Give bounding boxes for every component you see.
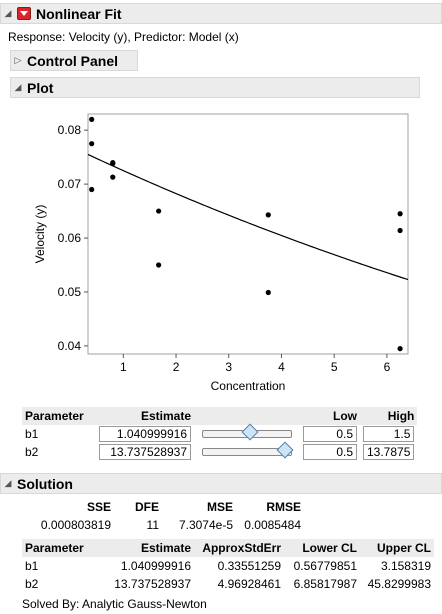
dfe-value: 11 (146, 518, 159, 532)
nonlinear-fit-plot: 0.04 0.05 0.06 0.07 0.08 1 2 3 4 5 6 Concentration V… (33, 113, 409, 393)
data-point (89, 116, 95, 122)
disclosure-closed-icon[interactable]: ▷ (14, 55, 22, 65)
plot-title: Plot (27, 79, 54, 96)
std-err-value: 0.33551259 (217, 559, 281, 573)
col-sse: SSE (86, 500, 111, 514)
solution-title: Solution (17, 475, 73, 492)
col-slider (194, 407, 300, 425)
disclosure-open-icon[interactable]: ◢ (14, 82, 22, 92)
col-high: High (387, 409, 415, 423)
param-name: b1 (25, 559, 39, 573)
data-point (265, 212, 271, 218)
data-point (156, 262, 162, 268)
red-triangle-menu-icon[interactable] (17, 7, 31, 20)
data-point (89, 141, 95, 147)
y-tick-label: 0.04 (58, 339, 82, 353)
nonlinear-fit-header: ◢ Nonlinear Fit (0, 3, 442, 24)
fit-curve (87, 153, 409, 281)
table-row: b1 1.040999916 0.5 1.5 (22, 423, 417, 443)
table-row: b2 13.737528937 0.5 13.7875 (22, 441, 417, 461)
col-approx-std-err: ApproxStdErr (202, 541, 281, 555)
stats-table: SSE DFE MSE RMSE 0.000803819 11 7.3074e-… (30, 498, 304, 534)
disclosure-open-icon[interactable]: ◢ (4, 478, 12, 488)
data-point (89, 186, 95, 193)
sse-value: 0.000803819 (40, 518, 111, 532)
x-tick-label: 4 (278, 360, 285, 374)
estimates-table: Parameter Estimate ApproxStdErr Lower CL… (22, 539, 434, 593)
col-estimate: Estimate (140, 541, 191, 555)
y-tick-label: 0.06 (58, 231, 82, 245)
col-low: Low (333, 409, 357, 423)
col-upper-cl: Upper CL (377, 541, 431, 555)
table-row: 0.000803819 11 7.3074e-5 0.0085484 (30, 516, 304, 534)
col-mse: MSE (206, 500, 233, 514)
data-point (397, 227, 403, 234)
x-tick-label: 1 (120, 360, 127, 374)
data-point (110, 174, 116, 180)
y-axis-label: Velocity (y) (33, 205, 47, 264)
upper-cl-value: 45.8299983 (367, 577, 431, 591)
solved-by: Solved By: Analytic Gauss-Newton (22, 597, 207, 611)
estimate-slider[interactable] (202, 423, 292, 441)
mse-value: 7.3074e-5 (178, 518, 233, 532)
high-input[interactable]: 13.7875 (363, 444, 415, 460)
data-point (397, 211, 403, 217)
estimate-input[interactable]: 1.040999916 (99, 426, 191, 442)
report-title: Nonlinear Fit (36, 5, 122, 22)
y-tick-label: 0.08 (58, 123, 82, 137)
low-input[interactable]: 0.5 (303, 444, 357, 460)
parameter-table: Parameter Estimate Low High b1 1.0409999… (22, 407, 418, 461)
std-err-value: 4.96928461 (217, 577, 281, 591)
x-tick-label: 2 (173, 360, 180, 374)
solution-header[interactable]: ◢ Solution (0, 473, 442, 494)
x-axis-label: Concentration (211, 379, 286, 393)
col-lower-cl: Lower CL (302, 541, 357, 555)
col-estimate: Estimate (140, 409, 191, 423)
col-rmse: RMSE (266, 500, 301, 514)
slider-handle-icon[interactable] (241, 423, 259, 441)
col-dfe: DFE (135, 500, 159, 514)
rmse-value: 0.0085484 (244, 518, 301, 532)
estimate-value: 13.737528937 (114, 577, 191, 591)
param-name: b2 (25, 445, 39, 459)
upper-cl-value: 3.158319 (380, 559, 431, 573)
disclosure-open-icon[interactable]: ◢ (4, 8, 12, 18)
x-tick-label: 5 (331, 360, 338, 374)
y-tick-label: 0.05 (58, 285, 82, 299)
estimate-value: 1.040999916 (120, 559, 191, 573)
data-point (156, 208, 162, 214)
data-point (397, 346, 403, 352)
y-tick-label: 0.07 (58, 177, 82, 191)
low-input[interactable]: 0.5 (303, 426, 357, 442)
response-line: Response: Velocity (y), Predictor: Model… (8, 30, 239, 44)
x-tick-label: 6 (384, 360, 391, 374)
estimate-input[interactable]: 13.737528937 (99, 444, 191, 460)
lower-cl-value: 0.56779851 (293, 559, 357, 573)
lower-cl-value: 6.85817987 (293, 577, 357, 591)
x-tick-label: 3 (225, 360, 232, 374)
plot-frame (87, 113, 409, 355)
col-parameter: Parameter (25, 409, 84, 423)
plot-header[interactable]: ◢ Plot (10, 77, 420, 98)
col-parameter: Parameter (25, 541, 84, 555)
data-point (265, 289, 271, 296)
high-input[interactable]: 1.5 (363, 426, 415, 442)
control-panel-title: Control Panel (27, 52, 119, 69)
estimate-slider[interactable] (202, 441, 294, 459)
slider-handle-icon[interactable] (276, 441, 294, 459)
param-name: b1 (25, 427, 39, 441)
data-point (110, 161, 116, 167)
table-row: b2 13.737528937 4.96928461 6.85817987 45… (22, 575, 434, 593)
control-panel-header[interactable]: ▷ Control Panel (10, 50, 138, 71)
param-name: b2 (25, 577, 39, 591)
table-row: b1 1.040999916 0.33551259 0.56779851 3.1… (22, 557, 434, 575)
